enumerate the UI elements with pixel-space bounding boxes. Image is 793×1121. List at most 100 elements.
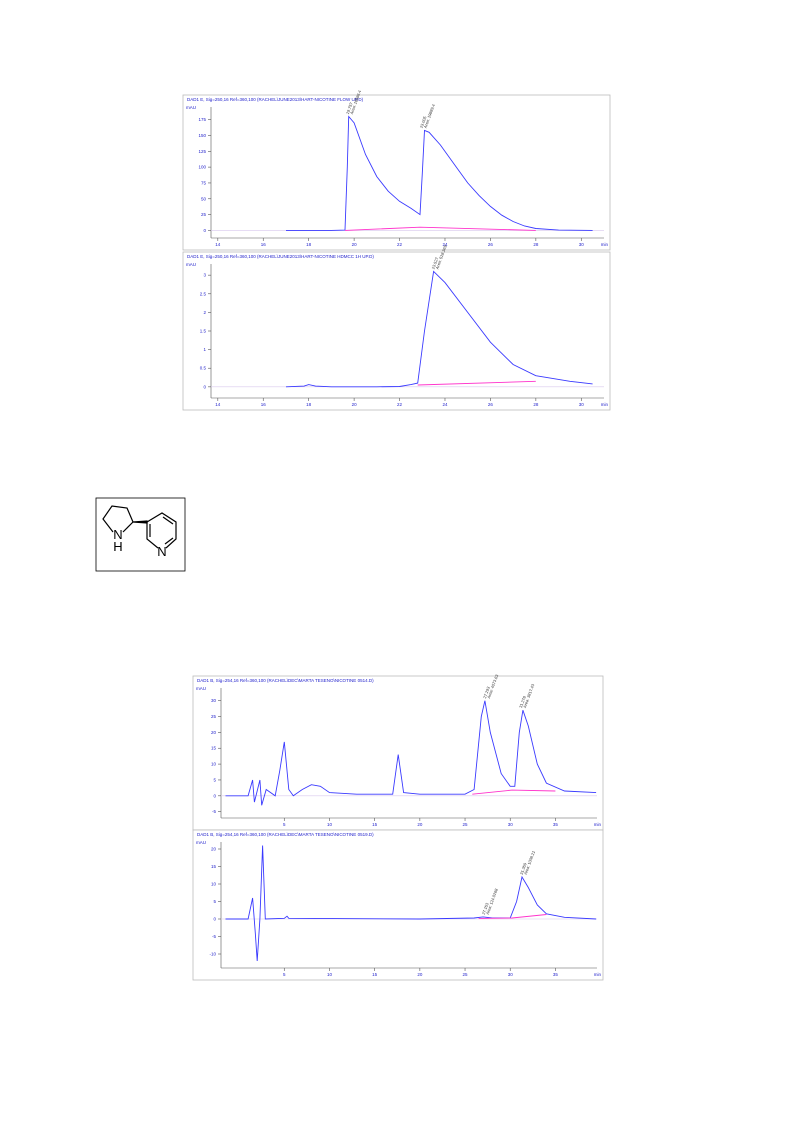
y-tick-label: 20 [211, 847, 217, 852]
x-axis-label: min [594, 822, 602, 827]
y-tick-label: 10 [211, 762, 217, 767]
y-tick-label: -5 [212, 809, 216, 814]
x-tick-label: 18 [306, 242, 312, 247]
chromatogram: DAD1 E, Sig=250,16 Ref=360,100 (RACHEL\J… [182, 244, 611, 411]
y-tick-label: 5 [213, 899, 216, 904]
peak-label: 27.153 [481, 901, 490, 915]
structure-frame [95, 497, 186, 572]
x-tick-label: 24 [442, 242, 448, 247]
chart-frame [182, 251, 611, 411]
y-axis-label: mAU [196, 840, 206, 845]
wedge-bond [132, 520, 148, 524]
x-tick-label: 35 [553, 972, 559, 977]
x-tick-label: 30 [579, 242, 585, 247]
chromatogram: DAD1 B, Sig=254,16 Ref=360,100 (RACHEL\D… [192, 673, 604, 831]
trace [478, 914, 547, 920]
y-tick-label: -10 [209, 952, 216, 957]
y-tick-label: 50 [201, 196, 207, 201]
chart-title: DAD1 B, Sig=254,16 Ref=360,100 (RACHEL\D… [197, 678, 374, 683]
structure: N H N [95, 497, 186, 572]
y-tick-label: 30 [211, 698, 217, 703]
y-tick-label: 5 [213, 777, 216, 782]
chart-title: DAD1 E, Sig=250,16 Ref=360,100 (RACHEL\J… [187, 254, 374, 259]
atom-label: N [113, 527, 122, 542]
x-tick-label: 14 [215, 242, 221, 247]
y-tick-label: 1 [203, 347, 206, 352]
x-tick-label: 10 [327, 972, 333, 977]
trace [285, 270, 593, 388]
y-tick-label: 125 [198, 149, 206, 154]
x-tick-label: 18 [306, 402, 312, 407]
y-tick-label: 2.5 [200, 291, 207, 296]
y-tick-label: 25 [201, 212, 207, 217]
x-tick-label: 10 [327, 822, 333, 827]
y-tick-label: 0 [213, 917, 216, 922]
chart-frame [182, 94, 611, 251]
x-tick-label: 5 [283, 822, 286, 827]
x-tick-label: 15 [372, 822, 378, 827]
chart-title: DAD1 E, Sig=250,16 Ref=360,100 (RACHEL\J… [187, 97, 364, 102]
trace [225, 845, 597, 962]
y-axis-label: mAU [186, 105, 196, 110]
x-axis-label: min [601, 402, 609, 407]
peak-label: 27.293 [482, 685, 491, 699]
x-tick-label: 30 [579, 402, 585, 407]
y-tick-label: 15 [211, 746, 217, 751]
pyridine [146, 512, 177, 549]
y-tick-label: 100 [198, 165, 206, 170]
atom-label: H [113, 539, 122, 554]
chromatogram: DAD1 E, Sig=250,16 Ref=360,100 (RACHEL\J… [182, 89, 611, 251]
bond [122, 521, 134, 533]
x-tick-label: 22 [397, 242, 403, 247]
y-tick-label: 2 [203, 310, 206, 315]
trace [225, 700, 597, 806]
y-tick-label: 0.5 [200, 366, 207, 371]
x-tick-label: 26 [488, 402, 494, 407]
y-axis-label: mAU [186, 262, 196, 267]
x-tick-label: 14 [215, 402, 221, 407]
peak-label: 19.757 [345, 101, 354, 115]
trace [472, 789, 556, 795]
y-tick-label: 150 [198, 133, 206, 138]
y-tick-label: 10 [211, 882, 217, 887]
pyridine [146, 522, 159, 549]
y-tick-label: 20 [211, 730, 217, 735]
y-tick-label: 1.5 [200, 329, 207, 334]
y-tick-label: 0 [213, 793, 216, 798]
atom-label: N [157, 544, 166, 559]
chromatogram: DAD1 B, Sig=254,16 Ref=360,100 (RACHEL\D… [192, 829, 604, 981]
x-tick-label: 30 [508, 822, 514, 827]
y-tick-label: 75 [201, 180, 207, 185]
y-axis-label: mAU [196, 686, 206, 691]
x-tick-label: 20 [352, 402, 358, 407]
y-tick-label: 175 [198, 117, 206, 122]
x-tick-label: 25 [463, 972, 469, 977]
x-tick-label: 30 [508, 972, 514, 977]
y-tick-label: 25 [211, 714, 217, 719]
trace [286, 115, 593, 231]
y-tick-label: -5 [212, 934, 216, 939]
y-tick-label: 0 [203, 228, 206, 233]
x-tick-label: 24 [442, 402, 448, 407]
x-tick-label: 20 [352, 242, 358, 247]
x-tick-label: 22 [397, 402, 403, 407]
x-axis-label: min [594, 972, 602, 977]
chart-frame [192, 829, 604, 981]
x-tick-label: 5 [283, 972, 286, 977]
y-tick-label: 0 [203, 384, 206, 389]
x-tick-label: 26 [488, 242, 494, 247]
double-bond [162, 516, 174, 525]
trace [344, 226, 536, 231]
x-tick-label: 15 [372, 972, 378, 977]
double-bond [164, 537, 174, 545]
pyrrolidine [102, 505, 134, 533]
x-tick-label: 35 [553, 822, 559, 827]
y-tick-label: 15 [211, 864, 217, 869]
x-tick-label: 20 [417, 822, 423, 827]
chart-title: DAD1 B, Sig=254,16 Ref=360,100 (RACHEL\D… [197, 832, 374, 837]
chart-frame [192, 675, 604, 831]
peak-label: 23.005 [419, 115, 428, 129]
peak-label: 23.527 [430, 256, 439, 270]
x-axis-label: min [601, 242, 609, 247]
